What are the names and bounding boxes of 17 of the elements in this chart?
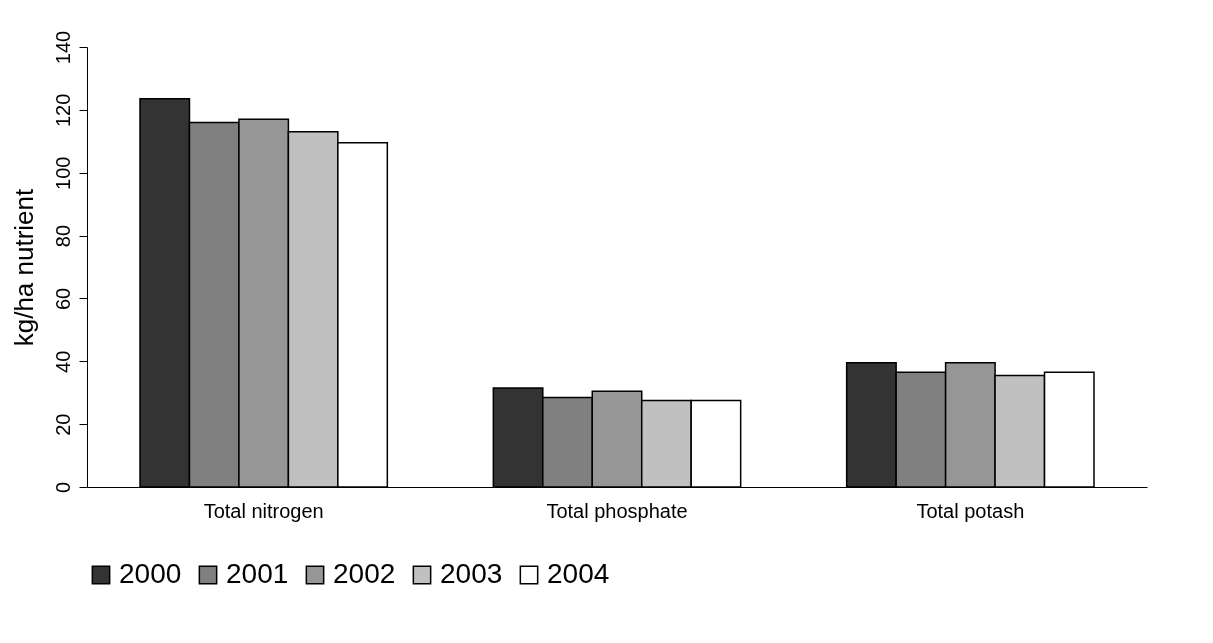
y-axis-title: kg/ha nutrient <box>8 187 39 347</box>
x-tick-label: Total phosphate <box>546 499 688 522</box>
x-tick-label: Total nitrogen <box>203 499 324 522</box>
y-tick-label: 0 <box>51 481 74 494</box>
x-tick-label: Total potash <box>916 499 1025 522</box>
y-tick-label: 40 <box>51 350 74 373</box>
y-tick-label: 80 <box>51 224 74 248</box>
y-tick-label: 140 <box>51 30 74 65</box>
y-tick-label: 120 <box>51 93 74 128</box>
legend-label: 2004 <box>547 558 610 589</box>
legend-label: 2003 <box>440 558 503 589</box>
y-tick-label: 100 <box>51 156 74 190</box>
legend-label: 2000 <box>119 558 182 589</box>
legend-label: 2001 <box>226 558 289 589</box>
legend-label: 2002 <box>333 558 396 589</box>
y-tick-label: 20 <box>51 413 74 436</box>
y-tick-label: 60 <box>51 287 74 311</box>
